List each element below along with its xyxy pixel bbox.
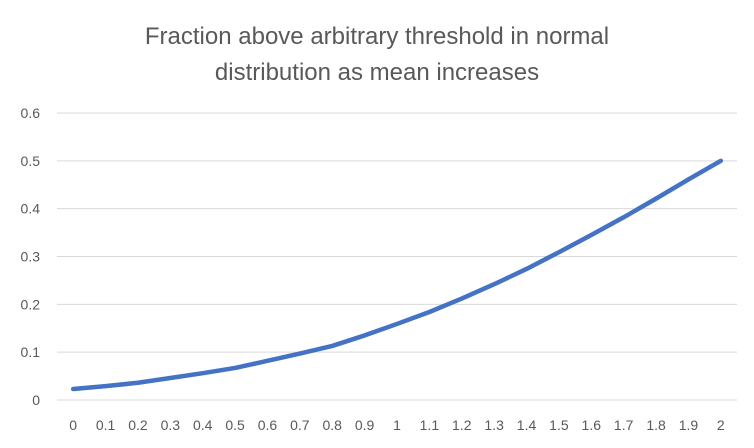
y-tick-label: 0 [32, 392, 40, 408]
x-tick-label: 1.1 [420, 417, 440, 433]
x-tick-label: 1.2 [452, 417, 472, 433]
y-tick-label: 0.6 [21, 105, 41, 121]
x-tick-label: 1.9 [679, 417, 699, 433]
x-tick-label: 0.7 [290, 417, 310, 433]
chart-title-line-1: Fraction above arbitrary threshold in no… [145, 23, 609, 50]
series-line-0 [70, 158, 724, 392]
x-axis-tick-labels: 0 0.1 0.2 0.3 0.4 0.5 0.6 0.7 0.8 0.9 1 1.1 1.2 1.3 1.… [69, 417, 725, 433]
y-tick-label: 0.4 [21, 201, 41, 217]
chart-title-line-2: distribution as mean increases [215, 59, 539, 86]
x-tick-label: 1.8 [646, 417, 666, 433]
y-axis-tick-labels: 0 0.1 0.2 0.3 0.4 0.5 0.6 [21, 105, 41, 408]
x-tick-label: 0.4 [193, 417, 213, 433]
x-tick-label: 0.6 [258, 417, 278, 433]
x-tick-label: 0.3 [161, 417, 181, 433]
x-tick-label: 1.7 [614, 417, 634, 433]
y-tick-label: 0.2 [21, 296, 41, 312]
x-tick-label: 1.4 [517, 417, 537, 433]
y-tick-label: 0.3 [21, 249, 41, 265]
gridlines [57, 112, 737, 401]
x-tick-label: 0.2 [128, 417, 148, 433]
x-tick-label: 2 [717, 417, 725, 433]
x-tick-label: 1.3 [484, 417, 504, 433]
x-tick-label: 1.5 [549, 417, 569, 433]
x-tick-label: 0 [69, 417, 77, 433]
series-layer [70, 158, 724, 392]
y-tick-label: 0.5 [21, 153, 41, 169]
x-tick-label: 1.6 [582, 417, 602, 433]
x-tick-label: 0.8 [323, 417, 343, 433]
x-tick-label: 1 [393, 417, 401, 433]
y-tick-label: 0.1 [21, 344, 41, 360]
x-tick-label: 0.9 [355, 417, 375, 433]
x-tick-label: 0.1 [96, 417, 116, 433]
x-tick-label: 0.5 [225, 417, 245, 433]
